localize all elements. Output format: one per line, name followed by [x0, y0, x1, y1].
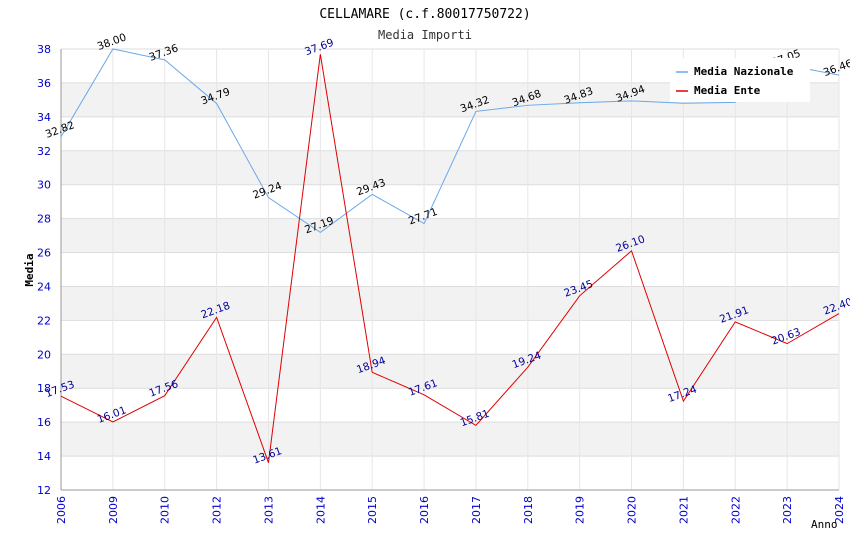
legend-box	[670, 58, 810, 102]
x-tick-label: 2014	[314, 496, 327, 524]
grid-bands	[61, 82, 839, 457]
y-tick-labels: 12 14 16 18 20 22 24 26 28 30 32 34 36 38	[37, 43, 51, 497]
y-tick-label: 18	[37, 382, 51, 395]
x-tick-label: 2024	[833, 496, 846, 524]
series-line-nazionale	[60, 48, 840, 233]
series-line-ente	[60, 54, 840, 463]
y-tick-label: 28	[37, 213, 51, 226]
data-label-ente: 37.69	[303, 37, 335, 59]
grid-band	[61, 218, 839, 253]
grid-band	[61, 422, 839, 457]
y-tick-label: 30	[37, 179, 51, 192]
x-tick-label: 2010	[159, 496, 172, 524]
x-tick-label: 2021	[677, 496, 690, 524]
y-tick-label: 24	[37, 280, 51, 293]
x-tick-label: 2016	[418, 496, 431, 524]
x-tick-label: 2012	[211, 496, 224, 524]
y-tick-label: 34	[37, 111, 51, 124]
grid-lines	[60, 48, 840, 491]
y-tick-label: 12	[37, 484, 51, 497]
y-tick-label: 16	[37, 416, 51, 429]
y-axis-label: Media	[23, 253, 36, 286]
grid-band	[61, 286, 839, 321]
x-tick-label: 2013	[262, 496, 275, 524]
legend-label-ente: Media Ente	[694, 84, 761, 97]
x-tick-label: 2022	[729, 496, 742, 524]
y-tick-label: 26	[37, 247, 51, 260]
data-label-ente: 20.63	[770, 326, 802, 348]
x-tick-label: 2020	[626, 496, 639, 524]
y-tick-label: 22	[37, 314, 51, 327]
y-tick-label: 38	[37, 43, 51, 56]
data-label-nazionale: 37.36	[148, 42, 181, 64]
x-tick-label: 2009	[107, 496, 120, 524]
x-tick-label: 2015	[366, 496, 379, 524]
legend-label-nazionale: Media Nazionale	[694, 65, 794, 78]
data-label-nazionale: 38.00	[96, 31, 128, 53]
series-lines	[60, 48, 840, 463]
chart-subtitle: Media Importi	[378, 28, 472, 42]
x-tick-label: 2006	[55, 496, 68, 524]
y-tick-label: 14	[37, 450, 51, 463]
y-tick-label: 36	[37, 77, 51, 90]
x-tick-label: 2017	[470, 496, 483, 524]
x-tick-label: 2019	[574, 496, 587, 524]
x-axis-label: Anno	[811, 518, 838, 531]
x-tick-labels: 2006 2009 2010 2012 2013 2014 2015 2016 2017 2018…	[55, 496, 846, 524]
x-tick-label: 2023	[781, 496, 794, 524]
legend: Media Nazionale Media Ente	[670, 58, 810, 102]
data-label-nazionale: 36.46	[822, 57, 850, 79]
x-tick-label: 2018	[522, 496, 535, 524]
chart-title: CELLAMARE (c.f.80017750722)	[319, 7, 530, 22]
y-tick-label: 20	[37, 348, 51, 361]
grid-band	[61, 354, 839, 389]
y-tick-label: 32	[37, 145, 51, 158]
